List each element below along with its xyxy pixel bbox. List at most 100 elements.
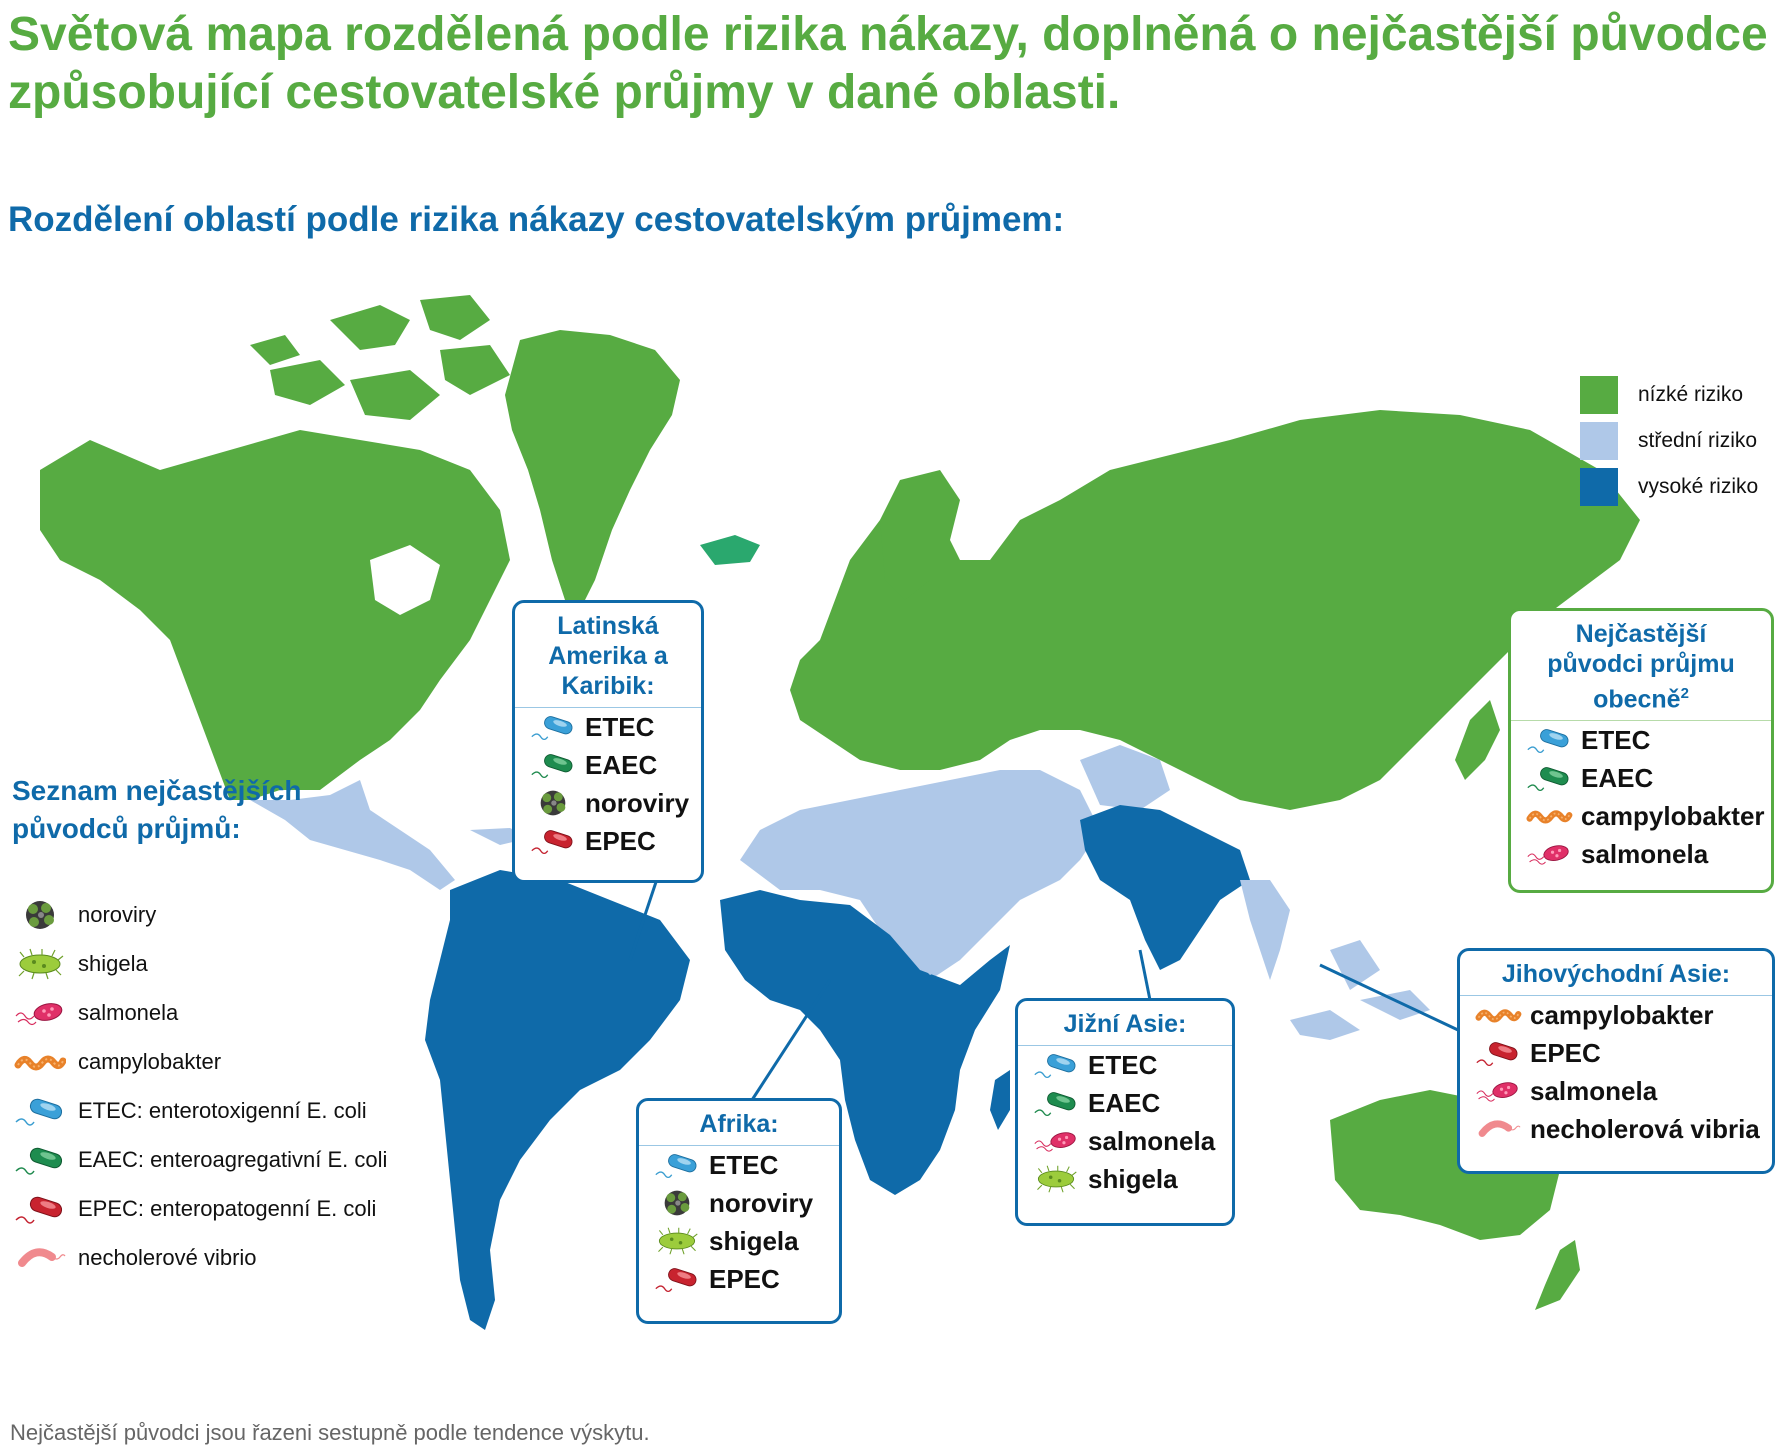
legend-item-salmonella: salmonela (14, 996, 178, 1030)
eurasia-low-risk (790, 410, 1640, 810)
pathogen-label: salmonela (1088, 1125, 1216, 1156)
pathogen-row: salmonela (1018, 1122, 1232, 1160)
pathogen-label: noroviry (585, 787, 690, 818)
campylobacter-icon (1525, 801, 1573, 831)
pathogen-row: EAEC (515, 746, 701, 784)
africa-high-risk (720, 890, 1010, 1195)
pathogen-label: salmonela (1581, 838, 1709, 869)
region-title-superscript: 2 (1680, 685, 1689, 702)
new-zealand (1535, 1240, 1580, 1310)
pathogen-row: ETEC (515, 708, 701, 746)
north-america (40, 430, 510, 800)
connector-latin-america (628, 869, 662, 961)
pathogen-label: noroviry (709, 1187, 814, 1218)
legend-item-epec: EPEC: enteropatogenní E. coli (14, 1192, 376, 1226)
madagascar (990, 1070, 1010, 1130)
pathogen-row: salmonela (1511, 835, 1771, 873)
pathogen-label: campylobakter (1530, 999, 1714, 1030)
risk-swatch-medium (1580, 422, 1618, 460)
southeast-asia-medium-risk (1240, 880, 1430, 1040)
region-title: Afrika: (639, 1101, 839, 1146)
region-title: Latinská Amerika a Karibik: (515, 603, 701, 708)
pathogen-row: EAEC (1018, 1084, 1232, 1122)
hudson-bay (370, 545, 440, 615)
eaec-icon (529, 750, 577, 780)
campylobacter-icon (1474, 1000, 1522, 1030)
risk-label-high: vysoké riziko (1638, 475, 1759, 498)
vibrio-icon (14, 1241, 66, 1275)
region-box-africa: Afrika: ETEC noroviry shigela EPEC (636, 1098, 842, 1324)
south-asia-high-risk (1080, 805, 1250, 970)
risk-swatch-low (1580, 376, 1618, 414)
shigella-icon (653, 1226, 701, 1256)
salmonella-icon (14, 996, 66, 1030)
pathogen-row: EAEC (1511, 759, 1771, 797)
legend-label: ETEC: enterotoxigenní E. coli (78, 1098, 367, 1123)
pathogen-label: salmonela (1530, 1075, 1658, 1106)
region-box-south-asia: Jižní Asie: ETEC EAEC salmonela shigela (1015, 998, 1235, 1226)
epec-icon (653, 1264, 701, 1294)
pathogen-row: EPEC (1460, 1034, 1772, 1072)
legend-label: necholerové vibrio (78, 1245, 257, 1270)
shigella-icon (1032, 1164, 1080, 1194)
risk-legend-medium: střední riziko (1580, 422, 1757, 460)
etec-icon (1032, 1050, 1080, 1080)
pathogen-label: EAEC (1088, 1087, 1161, 1118)
norovirus-icon (529, 788, 577, 818)
connector-southeast-asia (1319, 963, 1459, 1032)
risk-label-medium: střední riziko (1638, 429, 1758, 452)
pathogen-label: EPEC (585, 825, 656, 856)
epec-icon (14, 1192, 66, 1226)
norovirus-icon (653, 1188, 701, 1218)
pathogen-row: EPEC (639, 1260, 839, 1298)
central-asia-medium-risk (1080, 745, 1170, 810)
etec-icon (14, 1094, 66, 1128)
pathogen-label: ETEC (585, 711, 655, 742)
arctic-islands (250, 295, 510, 420)
pathogen-row: shigela (639, 1222, 839, 1260)
salmonella-icon (1474, 1076, 1522, 1106)
pathogen-row: necholerová vibria (1460, 1110, 1772, 1148)
legend-label: EPEC: enteropatogenní E. coli (78, 1196, 377, 1221)
connector-africa (750, 979, 832, 1101)
region-title: Jižní Asie: (1018, 1001, 1232, 1046)
pathogen-row: ETEC (639, 1146, 839, 1184)
region-box-general: Nejčastější původci průjmu obecně2 ETEC … (1508, 608, 1774, 893)
risk-legend-low: nízké riziko (1580, 376, 1743, 414)
mena-medium-risk (740, 770, 1100, 980)
pathogen-label: ETEC (1581, 724, 1651, 755)
etec-icon (653, 1150, 701, 1180)
eaec-icon (1032, 1088, 1080, 1118)
epec-icon (529, 826, 577, 856)
pathogen-row: shigela (1018, 1160, 1232, 1198)
legend-item-vibrio: necholerové vibrio (14, 1241, 257, 1275)
pathogen-legend-heading: Seznam nejčastějších původců průjmů: (12, 775, 302, 844)
scandinavia (880, 470, 960, 600)
etec-icon (529, 712, 577, 742)
salmonella-icon (1032, 1126, 1080, 1156)
risk-label-low: nízké riziko (1638, 383, 1744, 406)
footnote: Nejčastější původci jsou řazeni sestupně… (10, 1420, 650, 1445)
legend-label: noroviry (78, 902, 157, 927)
pathogen-label: necholerová vibria (1530, 1113, 1760, 1144)
legend-label: campylobakter (78, 1049, 222, 1074)
legend-item-etec: ETEC: enterotoxigenní E. coli (14, 1094, 367, 1128)
campylobacter-icon (14, 1045, 66, 1079)
iceland (700, 535, 760, 565)
epec-icon (1474, 1038, 1522, 1068)
sudan-medium-risk (900, 895, 975, 975)
legend-label: EAEC: enteroagregativní E. coli (78, 1147, 388, 1172)
risk-legend-high: vysoké riziko (1580, 468, 1758, 506)
vibrio-icon (1474, 1114, 1522, 1144)
legend-item-eaec: EAEC: enteroagregativní E. coli (14, 1143, 387, 1177)
pathogen-label: ETEC (709, 1149, 779, 1180)
pathogen-label: EPEC (709, 1263, 780, 1294)
region-title: Nejčastější původci průjmu obecně2 (1511, 611, 1771, 722)
pathogen-row: noroviry (639, 1184, 839, 1222)
japan (1455, 700, 1500, 780)
pathogen-row: campylobakter (1511, 797, 1771, 835)
mexico-central-america (250, 780, 455, 890)
risk-swatch-high (1580, 468, 1618, 506)
pathogen-row: ETEC (1511, 721, 1771, 759)
